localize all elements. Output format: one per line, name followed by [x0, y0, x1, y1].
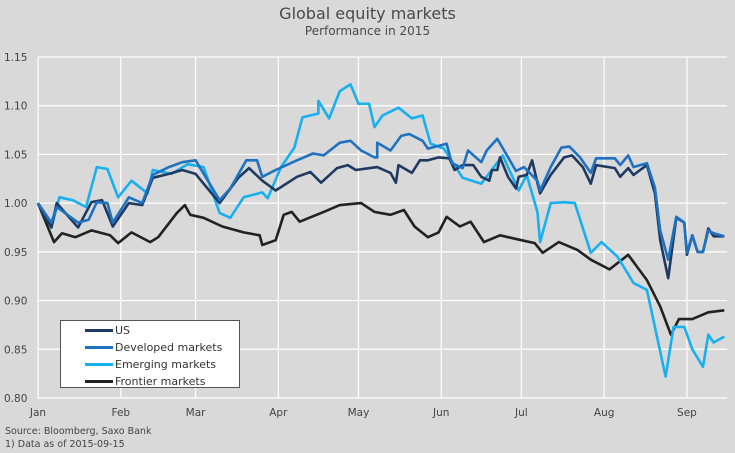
y-tick-label: 1.15 — [4, 52, 27, 64]
x-tick-label: Apr — [269, 407, 288, 419]
x-tick-label: May — [348, 407, 370, 419]
x-tick-label: Jan — [29, 407, 46, 419]
chart-subtitle: Performance in 2015 — [304, 24, 431, 38]
chart-title: Global equity markets — [279, 4, 456, 23]
series-line-frontier-markets — [36, 201, 725, 337]
legend-label: Emerging markets — [115, 357, 217, 371]
x-tick-label: Aug — [594, 407, 615, 419]
x-tick-label: Jun — [432, 407, 449, 419]
series-lines — [36, 83, 725, 378]
y-tick-label: 0.95 — [4, 247, 27, 259]
legend-item-emerging: Emerging markets — [85, 356, 216, 372]
source-note: Source: Bloomberg, Saxo Bank — [5, 426, 152, 437]
y-tick-label: 1.10 — [4, 101, 27, 113]
series-line-developed-markets — [36, 132, 725, 262]
legend-swatch — [85, 362, 113, 366]
legend-swatch — [85, 345, 113, 349]
y-tick-label: 0.85 — [4, 344, 27, 356]
legend-item-developed: Developed markets — [85, 339, 222, 355]
legend-swatch — [85, 328, 113, 332]
legend-swatch — [85, 379, 113, 383]
x-tick-label: Feb — [111, 407, 130, 419]
x-tick-label: Sep — [677, 407, 697, 419]
legend-item-frontier: Frontier markets — [85, 373, 205, 389]
y-tick-label: 0.80 — [4, 393, 27, 405]
y-tick-label: 1.00 — [4, 198, 27, 210]
y-axis-ticks: 0.80 0.85 0.90 0.95 1.00 1.05 1.10 1.15 — [4, 52, 27, 405]
legend: US Developed markets Emerging markets Fr… — [60, 320, 240, 388]
legend-label: US — [115, 323, 131, 337]
x-tick-label: Mar — [186, 407, 206, 419]
x-tick-label: Jul — [514, 407, 528, 419]
data-date-note: 1) Data as of 2015-09-15 — [5, 439, 125, 450]
legend-label: Developed markets — [115, 340, 223, 354]
x-axis-ticks: Jan Feb Mar Apr May Jun Jul Aug Sep — [29, 407, 697, 419]
legend-label: Frontier markets — [115, 374, 206, 388]
y-tick-label: 1.05 — [4, 149, 27, 161]
y-tick-label: 0.90 — [4, 296, 27, 308]
legend-item-us: US — [85, 322, 130, 338]
